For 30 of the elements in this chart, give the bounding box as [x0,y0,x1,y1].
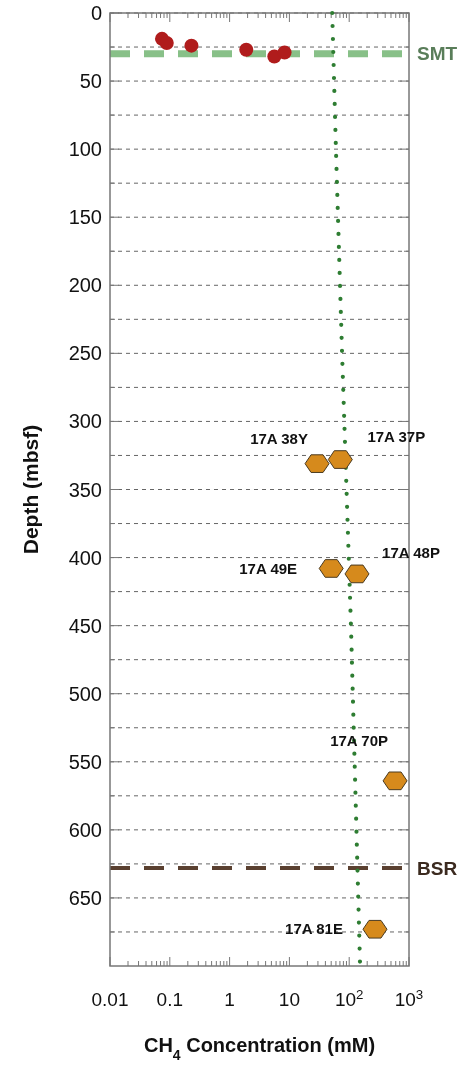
y-tick-label: 350 [68,478,102,501]
annotation: 17A 37P [367,427,426,445]
x-axis-title: CH$_{4}$ Concentration (mM) [143,1034,376,1063]
y-tick-label: 300 [68,410,102,433]
y-axis-title: Depth (mbsf) [19,424,42,555]
annotation: 17A 49E [239,559,298,577]
x-tick-label: 10$^{2}$ [334,986,364,1010]
y-tick-label: 400 [68,546,102,569]
x-tick-label: 10$^{3}$ [394,986,424,1010]
annotation: 17A 81E [285,920,343,938]
y-tick-label: 550 [68,750,102,773]
y-tick-label: 450 [68,614,102,637]
x-tick-label: 0.01 [91,989,129,1010]
x-tick-label: 10 [278,989,300,1010]
ref-line-label: BSR [417,857,458,879]
y-tick-label: 50 [79,70,102,93]
y-tick-label: 500 [68,682,102,705]
annotation: 17A 38Y [250,429,308,447]
y-tick-label: 0 [90,2,102,24]
annotation: 17A 70P [330,732,388,750]
x-tick-label: 1 [224,989,235,1010]
y-tick-label: 600 [68,818,102,841]
y-tick-label: 100 [68,138,102,161]
y-tick-label: 150 [68,206,102,229]
ref-line-label: SMT [417,43,458,65]
x-tick-label: 0.1 [156,989,184,1010]
y-tick-label: 200 [68,274,102,297]
y-tick-label: 250 [68,342,102,365]
annotation: 17A 48P [382,544,440,562]
y-tick-label: 650 [68,886,102,909]
